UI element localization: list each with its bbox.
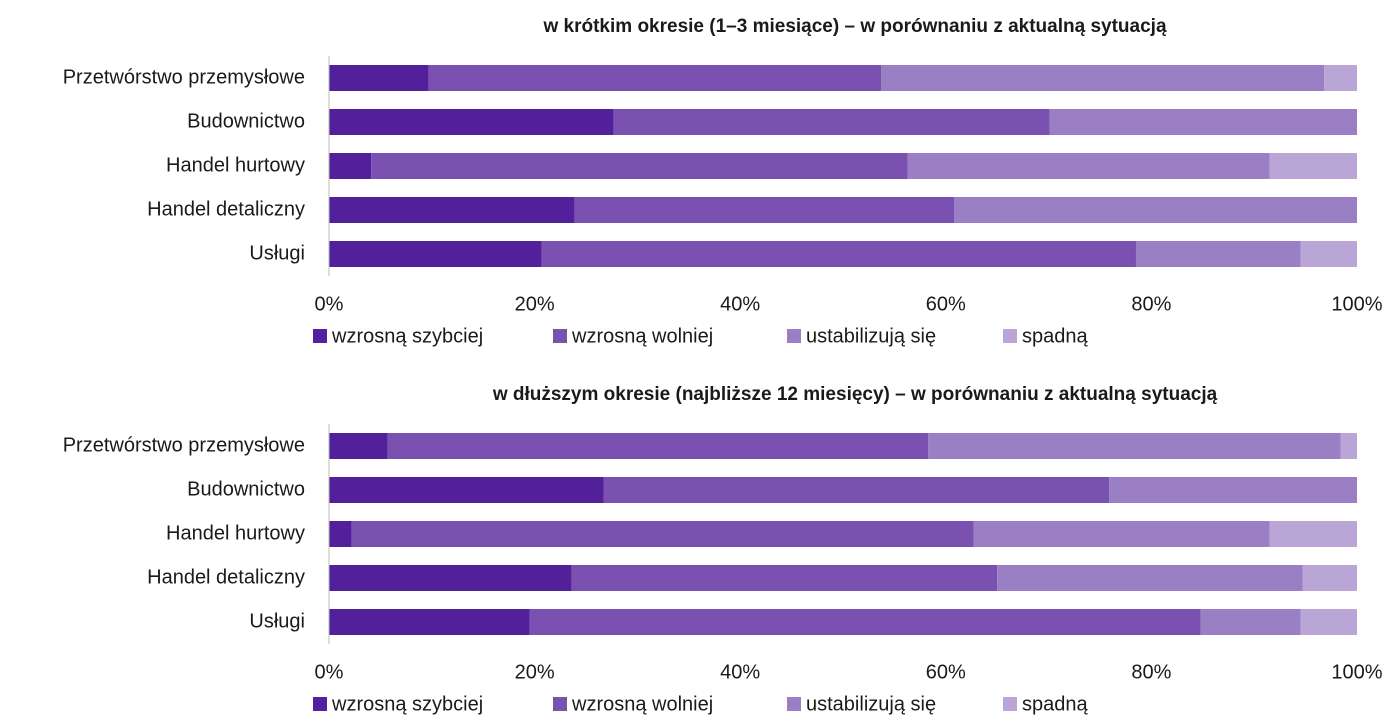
bar-segment: [428, 65, 882, 91]
legend-swatch: [787, 697, 801, 711]
x-tick-label: 0%: [315, 661, 344, 683]
bar-segment: [329, 521, 352, 547]
legend-swatch: [553, 697, 567, 711]
x-tick-label: 100%: [1331, 293, 1382, 315]
legend-label: wzrosną szybciej: [331, 325, 483, 347]
bar-segment: [371, 153, 908, 179]
bar-segment: [928, 433, 1341, 459]
bar-segment: [329, 433, 388, 459]
legend-label: ustabilizują się: [806, 693, 936, 715]
x-tick-label: 80%: [1131, 661, 1171, 683]
bar-segment: [973, 521, 1270, 547]
legend-label: spadną: [1022, 325, 1088, 347]
bar-segment: [1300, 609, 1357, 635]
legend-label: wzrosną wolniej: [571, 325, 713, 347]
legend-label: wzrosną szybciej: [331, 693, 483, 715]
y-tick-label: Budownictwo: [187, 478, 305, 500]
bar-segment: [997, 565, 1303, 591]
x-tick-label: 60%: [926, 293, 966, 315]
chart: w dłuższym okresie (najbliższe 12 miesię…: [63, 384, 1383, 715]
chart-title: w krótkim okresie (1–3 miesiące) – w por…: [542, 16, 1166, 37]
bar-segment: [329, 109, 614, 135]
bar-segment: [1049, 109, 1357, 135]
bar-segment: [574, 197, 955, 223]
bar-segment: [1109, 477, 1357, 503]
y-tick-label: Usługi: [249, 242, 305, 264]
bar-segment: [329, 477, 604, 503]
bar-segment: [1300, 241, 1357, 267]
bar-segment: [387, 433, 929, 459]
y-tick-label: Handel hurtowy: [166, 522, 305, 544]
y-tick-label: Handel detaliczny: [147, 198, 305, 220]
bar-segment: [329, 65, 429, 91]
x-tick-label: 20%: [515, 661, 555, 683]
legend-label: spadną: [1022, 693, 1088, 715]
bar-segment: [954, 197, 1357, 223]
bar-segment: [1340, 433, 1357, 459]
bar-segment: [329, 197, 575, 223]
bar-segment: [1269, 153, 1357, 179]
bar-segment: [329, 241, 542, 267]
legend-swatch: [787, 329, 801, 343]
y-tick-label: Usługi: [249, 610, 305, 632]
bar-segment: [571, 565, 998, 591]
bar-segment: [1269, 521, 1357, 547]
y-tick-label: Budownictwo: [187, 110, 305, 132]
bar-segment: [881, 65, 1325, 91]
bar-segment: [1324, 65, 1357, 91]
x-tick-label: 100%: [1331, 661, 1382, 683]
legend-swatch: [1003, 697, 1017, 711]
x-tick-label: 40%: [720, 293, 760, 315]
legend-swatch: [1003, 329, 1017, 343]
chart: w krótkim okresie (1–3 miesiące) – w por…: [63, 16, 1383, 347]
x-tick-label: 40%: [720, 661, 760, 683]
legend-swatch: [553, 329, 567, 343]
legend-label: wzrosną wolniej: [571, 693, 713, 715]
x-tick-label: 60%: [926, 661, 966, 683]
legend-swatch: [313, 329, 327, 343]
bar-segment: [603, 477, 1110, 503]
bar-segment: [351, 521, 974, 547]
chart-title: w dłuższym okresie (najbliższe 12 miesię…: [492, 384, 1218, 405]
bar-segment: [1200, 609, 1301, 635]
legend-swatch: [313, 697, 327, 711]
bar-segment: [1302, 565, 1357, 591]
bar-segment: [329, 153, 372, 179]
y-tick-label: Handel detaliczny: [147, 566, 305, 588]
legend-label: ustabilizują się: [806, 325, 936, 347]
x-tick-label: 20%: [515, 293, 555, 315]
bar-segment: [1135, 241, 1301, 267]
bar-segment: [329, 565, 572, 591]
y-tick-label: Handel hurtowy: [166, 154, 305, 176]
bar-segment: [613, 109, 1050, 135]
bar-segment: [529, 609, 1201, 635]
bar-segment: [329, 609, 530, 635]
x-tick-label: 0%: [315, 293, 344, 315]
bar-segment: [907, 153, 1270, 179]
y-tick-label: Przetwórstwo przemysłowe: [63, 434, 305, 456]
x-tick-label: 80%: [1131, 293, 1171, 315]
bar-segment: [541, 241, 1136, 267]
y-tick-label: Przetwórstwo przemysłowe: [63, 66, 305, 88]
